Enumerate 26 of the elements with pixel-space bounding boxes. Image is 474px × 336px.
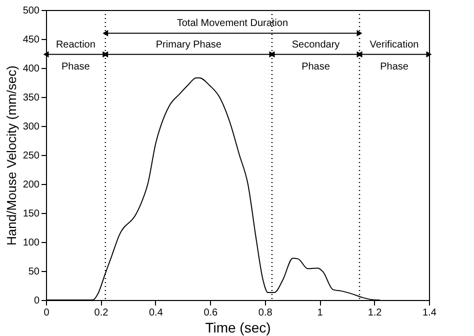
- x-tick-label: 0: [44, 308, 50, 318]
- y-tick-label: 100: [22, 238, 40, 248]
- y-tick-label: 50: [28, 266, 40, 278]
- x-tick-label: 1.4: [422, 308, 437, 318]
- y-tick-label: 150: [22, 208, 40, 220]
- annotation: Reaction Phase: [56, 39, 96, 72]
- y-tick-label: 400: [22, 64, 40, 74]
- y-tick-label: 350: [22, 92, 40, 104]
- x-axis-title: Time (sec): [205, 320, 271, 336]
- x-tick-label: 0.8: [258, 308, 273, 318]
- annotation: Verification Phase: [370, 39, 419, 72]
- annotation: Total Movement Duration: [176, 18, 288, 30]
- x-tick-label: 1.2: [368, 308, 382, 318]
- y-tick-label: 200: [22, 180, 40, 190]
- y-axis-title: Hand/Mouse Velocity (mm/sec): [4, 66, 19, 246]
- x-tick-label: 0.6: [204, 308, 218, 318]
- x-tick-label: 0.2: [94, 308, 109, 318]
- y-tick-label: 250: [22, 150, 40, 162]
- annotation: Secondary Phase: [292, 39, 340, 72]
- annotation: Primary Phase: [156, 39, 222, 50]
- y-tick-label: 0: [34, 296, 40, 306]
- y-tick-label: 450: [22, 34, 40, 46]
- x-tick-label: 0.4: [148, 308, 164, 318]
- x-tick-label: 1: [317, 308, 324, 318]
- y-tick-label: 300: [22, 122, 40, 132]
- y-tick-label: 500: [22, 6, 40, 16]
